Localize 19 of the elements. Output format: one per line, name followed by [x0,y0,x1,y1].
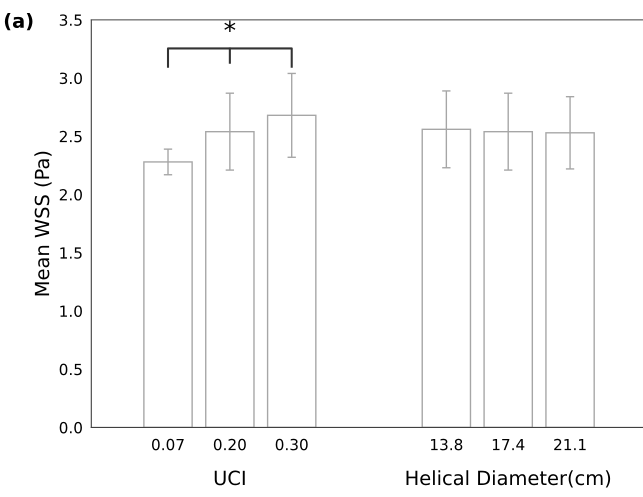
x-tick-label: 0.20 [214,438,246,450]
text: Helical Diameter(cm) [406,470,610,488]
text: (a) [4,12,32,30]
y-tick-label: 1.0 [60,305,82,317]
x-tick-label: 17.4 [492,439,524,450]
annotation: * [224,20,236,32]
x-tick-label: 0.30 [276,438,308,450]
text: UCI [214,470,245,486]
y-tick-label: 3.5 [60,14,82,26]
y-tick-label: 2.5 [60,130,82,142]
x-tick-label: 0.07 [152,438,184,450]
y-tick-label: 1.5 [60,247,82,259]
y-axis-title: Mean WSS (Pa) [34,152,52,296]
x-tick-label: 21.1 [554,438,586,450]
y-tick-label: 0.5 [60,364,82,376]
y-tick-label: 2.0 [60,189,82,201]
y-tick-label: 3.0 [60,72,82,84]
y-tick-label: 0.0 [60,422,82,434]
x-tick-label: 13.8 [431,438,462,450]
